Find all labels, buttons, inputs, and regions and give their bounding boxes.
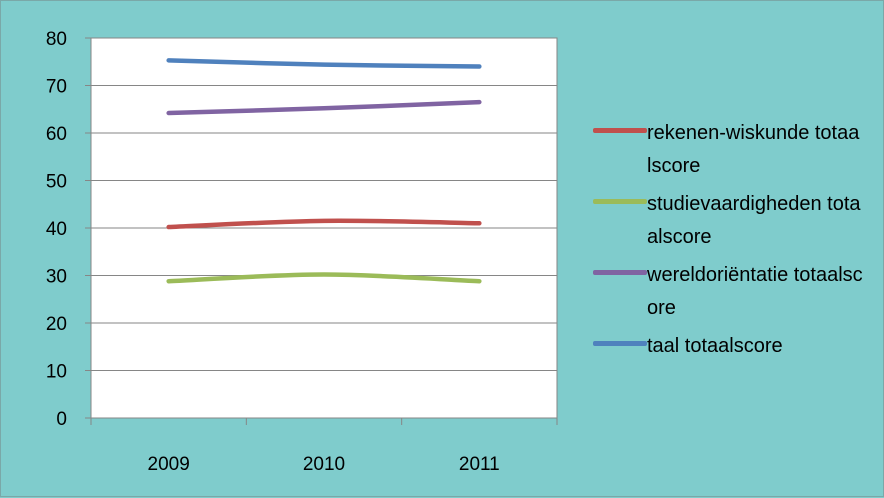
x-tick-label: 2010 [303, 454, 345, 475]
legend-swatch [593, 270, 647, 275]
y-tick-label: 30 [46, 267, 67, 288]
legend-label: taal totaalscore [647, 335, 783, 357]
y-tick-label: 80 [46, 29, 67, 50]
y-tick-label: 20 [46, 314, 67, 335]
legend-item: wereldoriëntatie totaalscore [593, 259, 863, 325]
series-line-1 [166, 218, 482, 230]
legend-item: taal totaalscore [593, 330, 863, 363]
y-tick-label: 0 [56, 409, 67, 430]
x-tick-label: 2011 [459, 454, 500, 475]
legend-label: rekenen-wiskunde totaalscore [647, 122, 860, 177]
y-tick-label: 40 [46, 219, 67, 240]
legend-label: studievaardigheden totaalscore [647, 193, 861, 248]
y-tick-label: 70 [46, 77, 67, 98]
legend-swatch [593, 199, 647, 204]
legend-label: wereldoriëntatie totaalscore [647, 264, 863, 319]
y-tick-label: 50 [46, 172, 67, 193]
legend-swatch [593, 128, 647, 133]
x-tick-label: 2009 [148, 454, 190, 475]
legend-item: studievaardigheden totaalscore [593, 188, 863, 254]
series-line-3 [166, 99, 482, 116]
legend: rekenen-wiskunde totaalscore studievaardi… [593, 117, 863, 368]
series-line-4 [166, 58, 482, 69]
series-line-2 [166, 272, 482, 284]
legend-swatch [593, 341, 647, 346]
y-tick-label: 10 [46, 362, 67, 383]
y-tick-label: 60 [46, 124, 67, 145]
legend-item: rekenen-wiskunde totaalscore [593, 117, 863, 183]
